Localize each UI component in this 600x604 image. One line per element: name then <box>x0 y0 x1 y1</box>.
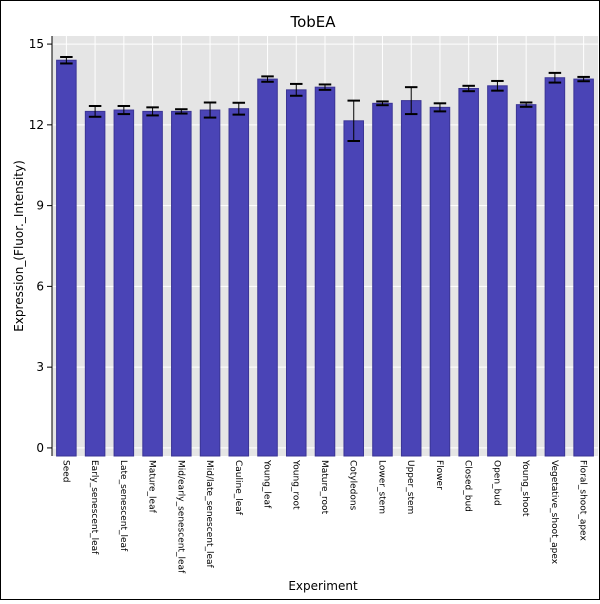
x-tick-label: Upper_stem <box>405 460 415 514</box>
x-tick-label: Young_shoot <box>520 459 530 517</box>
bars <box>56 59 594 457</box>
bar <box>142 110 163 457</box>
bar <box>372 102 393 457</box>
x-tick-label: Floral_shoot_apex <box>578 460 588 541</box>
y-tick-label: 9 <box>36 199 44 213</box>
bar <box>285 89 307 457</box>
bar <box>314 86 336 457</box>
bar <box>228 108 250 457</box>
bar <box>544 77 566 457</box>
error-bars <box>60 56 590 142</box>
x-tick-label: Mid/late_senescent_leaf <box>204 460 214 569</box>
x-tick-label: Young_leaf <box>262 459 272 509</box>
x-tick-label: Closed_bud <box>463 460 473 512</box>
bar <box>515 104 537 457</box>
bar <box>487 85 508 457</box>
y-tick-label: 0 <box>36 441 44 455</box>
bar <box>400 100 422 457</box>
bar <box>573 78 594 457</box>
bar <box>257 78 278 457</box>
x-tick-label: Seed <box>60 460 70 483</box>
y-axis: 0 3 6 9 12 15 <box>29 36 53 456</box>
x-axis: Seed Early_senescent_leaf Late_senescent_l… <box>60 459 587 574</box>
bar <box>56 59 77 457</box>
bar <box>113 109 135 457</box>
y-tick-label: 12 <box>29 118 44 132</box>
x-tick-label: Mature_root <box>319 460 329 515</box>
bar <box>429 106 451 457</box>
x-tick-label: Vegetative_shoot_apex <box>549 460 559 565</box>
x-tick-label: Lower_stem <box>376 460 386 514</box>
x-tick-label: Cauline_leaf <box>233 460 243 516</box>
bar <box>343 120 365 457</box>
x-axis-label: Experiment <box>288 579 358 593</box>
x-tick-label: Young_root <box>290 459 300 510</box>
bar <box>458 88 479 457</box>
chart-title: TobEA <box>289 13 336 31</box>
bar <box>84 110 106 457</box>
x-tick-label: Mature_leaf <box>147 460 157 514</box>
bar <box>199 109 221 457</box>
x-tick-label: Cotyledons <box>348 460 358 511</box>
x-tick-label: Flower <box>434 460 444 490</box>
bar <box>171 110 192 457</box>
x-tick-label: Early_senescent_leaf <box>89 460 99 555</box>
x-tick-label: Open_bud <box>491 460 501 506</box>
x-tick-label: Late_senescent_leaf <box>118 460 128 552</box>
y-axis-label: Expression_(Fluor._Intensity) <box>12 160 26 332</box>
y-tick-label: 15 <box>29 37 44 51</box>
x-tick-label: Mid/early_senescent_leaf <box>175 460 185 574</box>
y-tick-label: 3 <box>36 360 44 374</box>
y-tick-label: 6 <box>36 279 44 293</box>
